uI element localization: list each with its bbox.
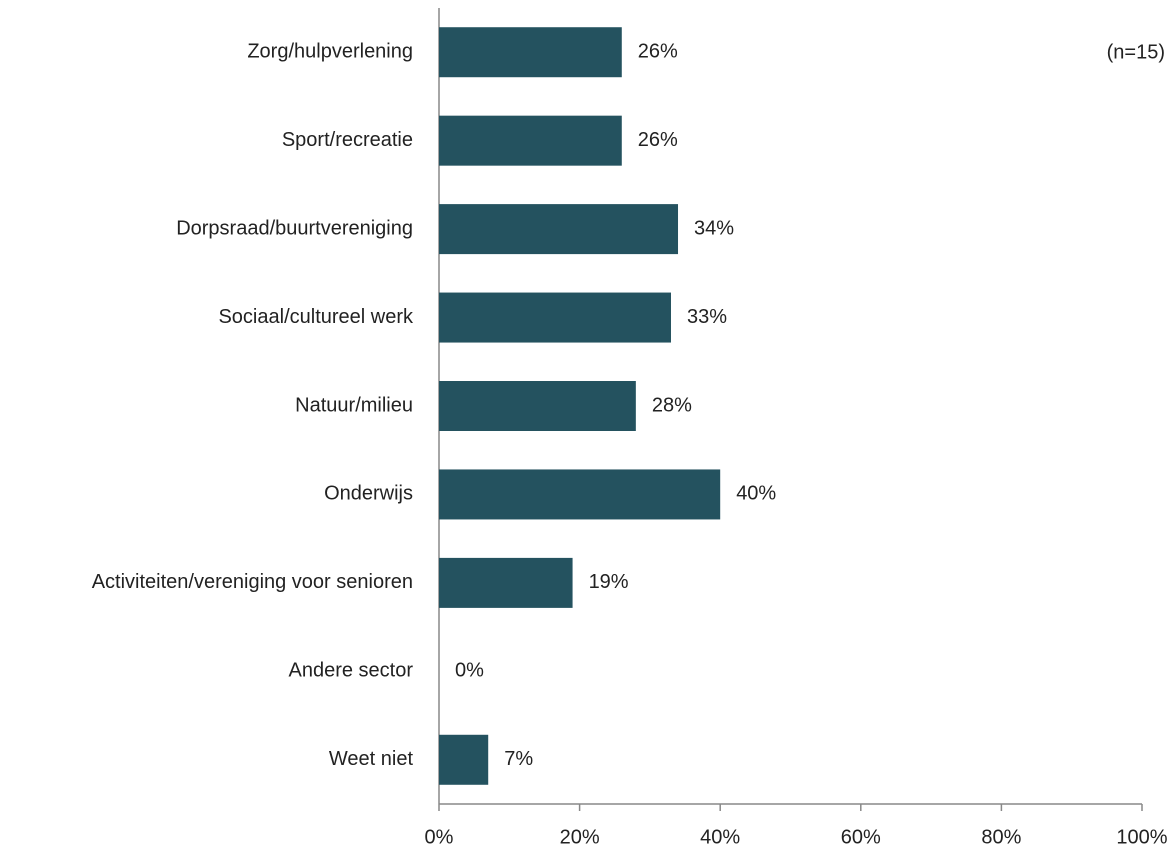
y-tick-label: Natuur/milieu — [295, 394, 413, 416]
value-label: 7% — [504, 748, 533, 770]
x-tick-label: 80% — [981, 826, 1021, 848]
y-tick-label: Dorpsraad/buurtvereniging — [176, 217, 413, 239]
bar — [439, 469, 721, 520]
y-tick-label: Sport/recreatie — [282, 129, 413, 151]
y-tick-label: Activiteiten/vereniging voor senioren — [92, 571, 413, 593]
bar — [439, 292, 671, 343]
value-label: 33% — [687, 306, 727, 328]
annotation: (n=15) — [1107, 41, 1165, 63]
value-label: 26% — [638, 41, 678, 63]
bar — [439, 204, 679, 255]
y-tick-label: Weet niet — [329, 748, 414, 770]
value-label: 40% — [736, 483, 776, 505]
value-label: 19% — [589, 571, 629, 593]
bar — [439, 734, 489, 785]
x-tick-label: 60% — [841, 826, 881, 848]
y-tick-label: Onderwijs — [324, 483, 413, 505]
y-tick-label: Zorg/hulpverlening — [247, 41, 413, 63]
value-label: 34% — [694, 217, 734, 239]
bar — [439, 115, 622, 166]
x-tick-label: 100% — [1116, 826, 1167, 848]
bar — [439, 27, 622, 78]
y-tick-label: Sociaal/cultureel werk — [218, 306, 414, 328]
bar — [439, 557, 573, 608]
x-tick-label: 40% — [700, 826, 740, 848]
value-label: 28% — [652, 394, 692, 416]
x-tick-label: 0% — [425, 826, 454, 848]
value-label: 26% — [638, 129, 678, 151]
bar — [439, 381, 636, 431]
x-tick-label: 20% — [560, 826, 600, 848]
value-label: 0% — [455, 660, 484, 682]
y-tick-label: Andere sector — [288, 660, 413, 682]
